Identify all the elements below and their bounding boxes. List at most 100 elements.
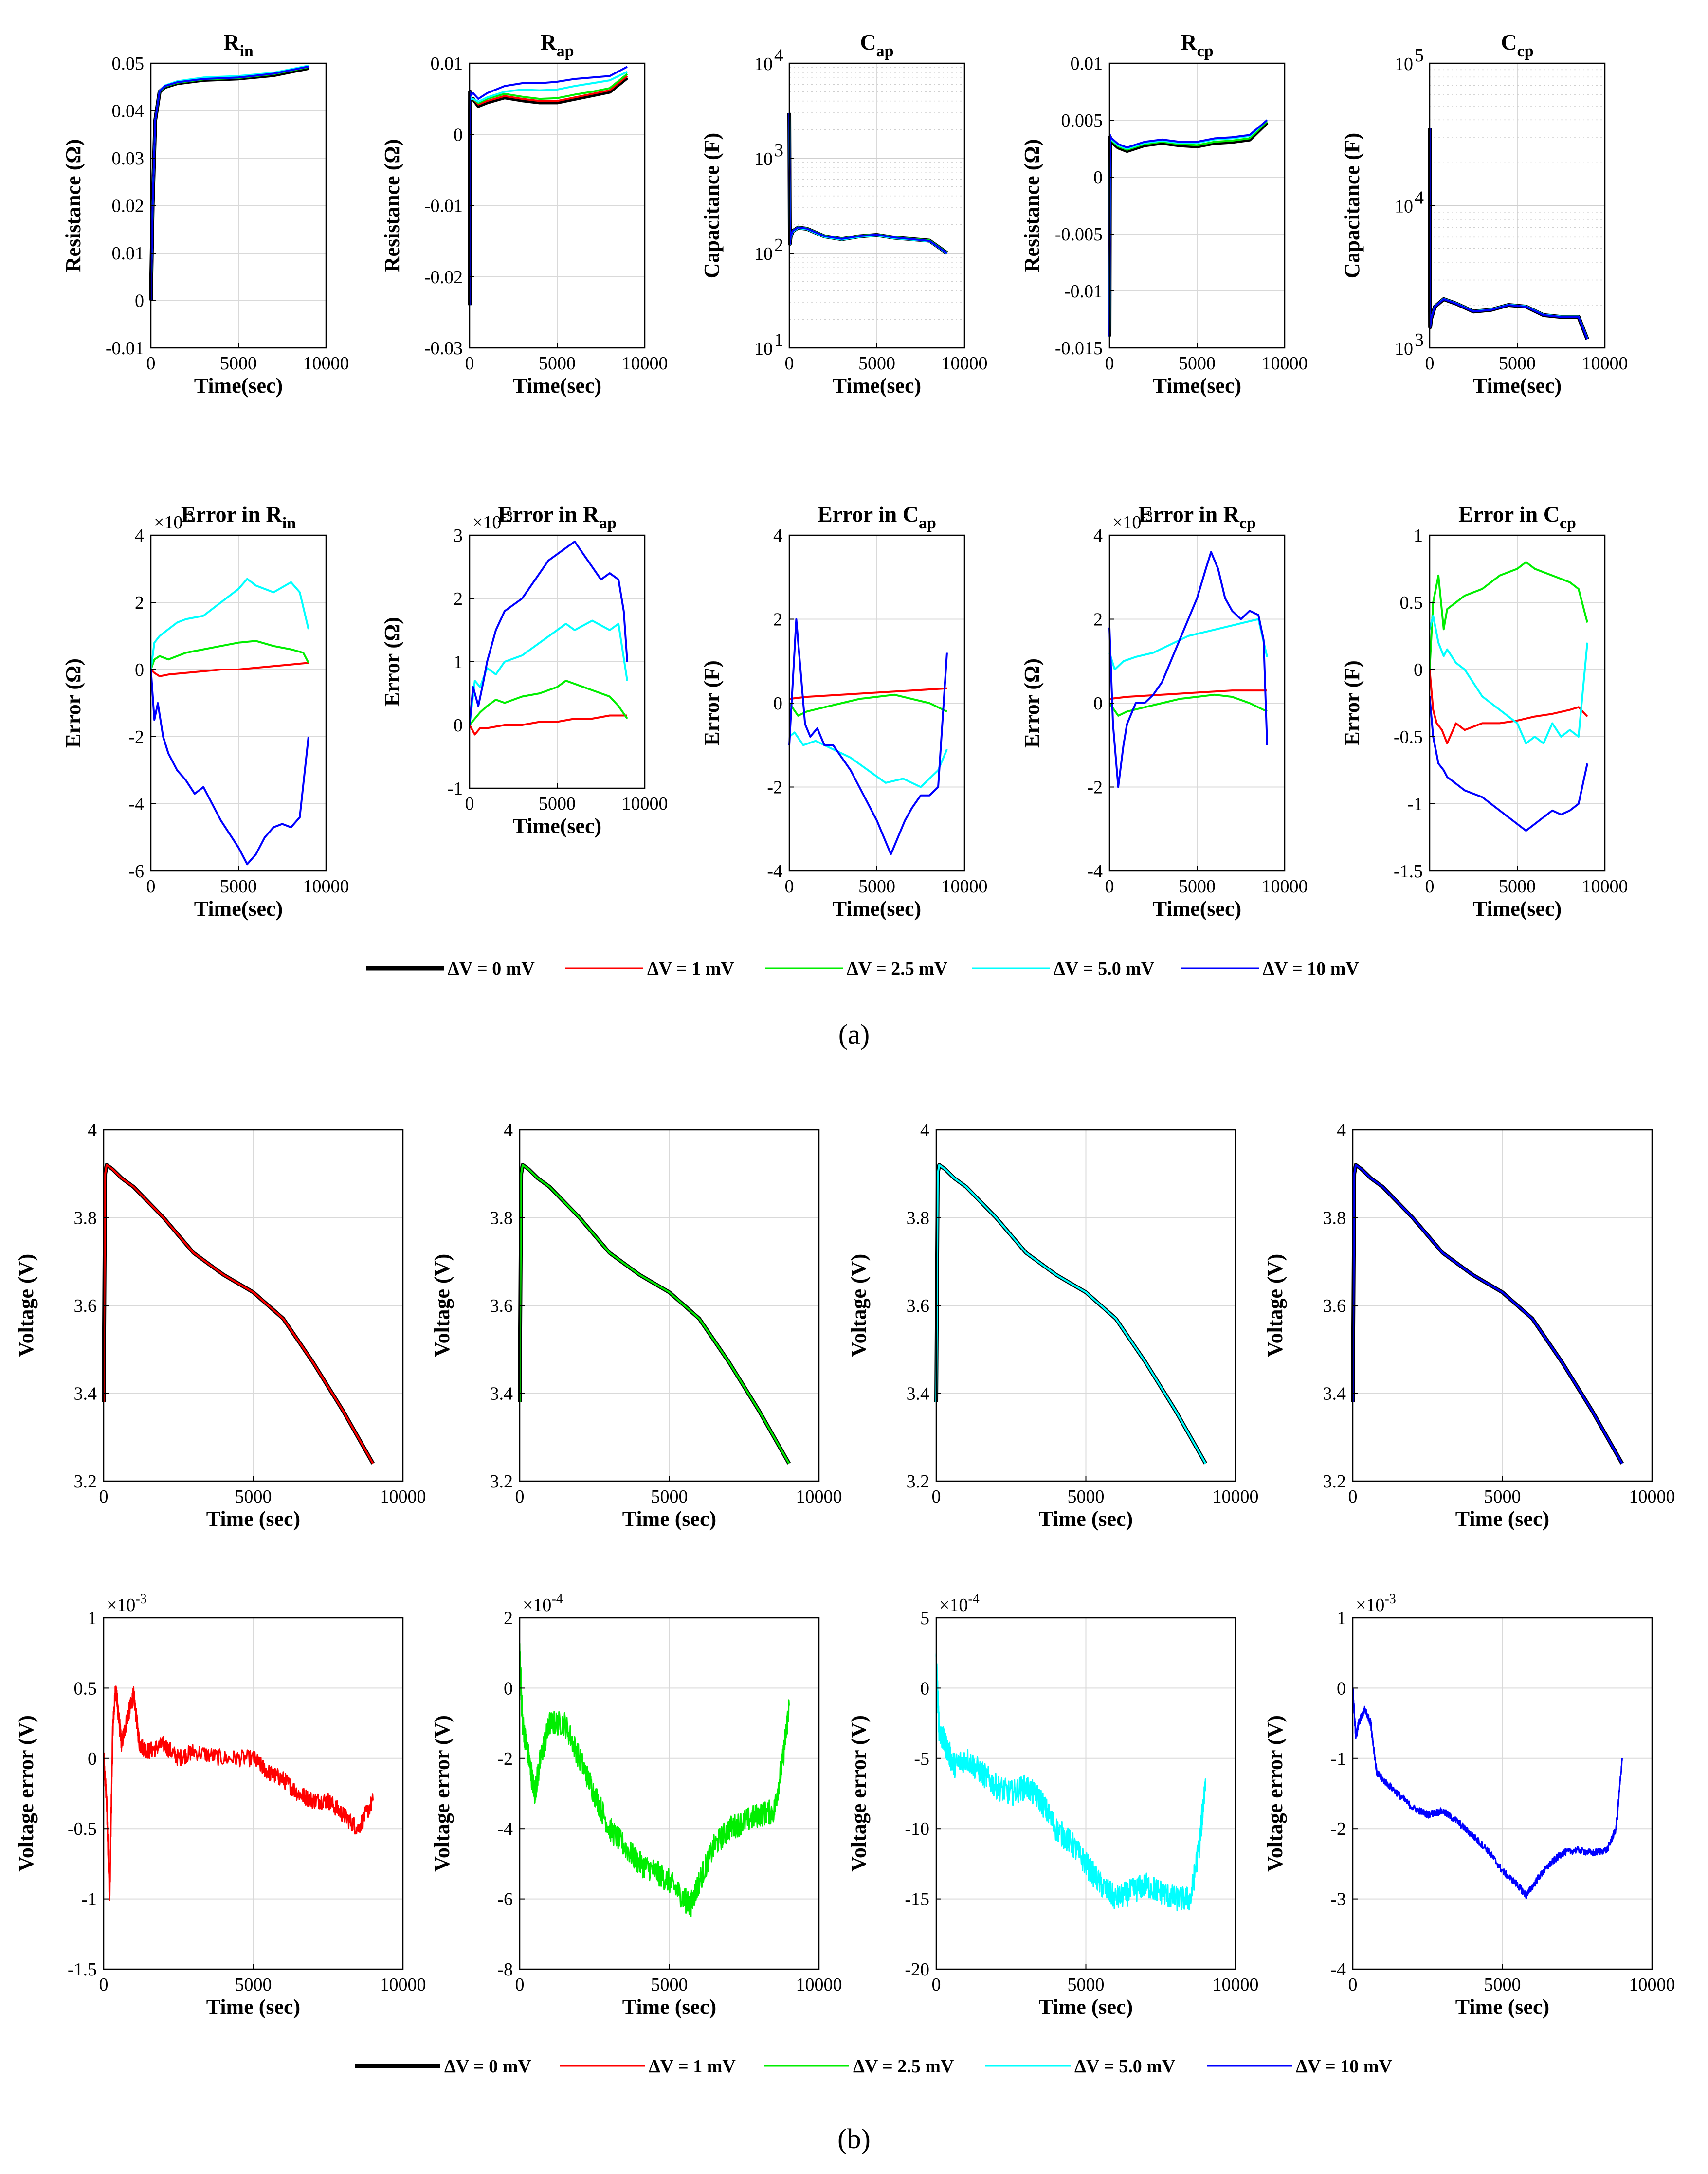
series-line-dv25: [1108, 693, 1268, 717]
y-axis-label: Voltage error (V): [1263, 1715, 1287, 1872]
chart-a4: 0 5000 10000 -0.015 -0.01 -0.005 0 0.005 0.01 Rcp…: [1020, 30, 1308, 398]
y-tick-label: -4: [1087, 861, 1103, 882]
grid: [1429, 535, 1605, 871]
x-tick-label: 10000: [622, 353, 668, 374]
x-tick-label: 5000: [1179, 353, 1216, 374]
y-axis-label: Voltage (V): [847, 1254, 871, 1357]
x-tick-label: 5000: [858, 353, 895, 374]
y-tick-label: 3.2: [490, 1471, 513, 1492]
y-axis-label: Error (F): [700, 660, 724, 746]
y-axis-label: Capacitance (F): [1340, 133, 1364, 278]
series-line-dv10: [1352, 1164, 1623, 1464]
x-axis-label: Time(sec): [1153, 374, 1241, 398]
y-tick-label: -1: [1330, 1749, 1346, 1769]
grid: [519, 1617, 819, 1970]
y-exponent-label: ×10-3: [107, 1592, 147, 1615]
series-line-dv10: [150, 65, 309, 301]
y-tick-label: -0.01: [1064, 281, 1103, 302]
x-tick-label: 10000: [1213, 1486, 1259, 1507]
y-axis-label: Error (F): [1340, 660, 1364, 746]
x-tick-label: 5000: [235, 1975, 272, 1995]
y-tick-label: 4: [773, 525, 782, 546]
y-exponent-label: ×10-3: [1356, 1592, 1396, 1615]
x-axis-label: Time(sec): [1473, 897, 1562, 921]
x-tick-label: 5000: [1484, 1975, 1521, 1995]
y-tick-label: 0.01: [1071, 54, 1103, 74]
x-tick-label: 5000: [651, 1486, 688, 1507]
x-tick-label: 10000: [942, 876, 988, 897]
grid: [103, 1617, 403, 1970]
y-tick-label: 3.4: [1323, 1384, 1346, 1404]
y-tick-label: -0.005: [1055, 224, 1103, 245]
x-tick-label: 10000: [796, 1975, 842, 1995]
x-axis-label: Time (sec): [1455, 1995, 1549, 2019]
y-tick-label: 2: [773, 610, 782, 630]
y-tick-label: -0.03: [424, 338, 463, 359]
series-line-dv10: [788, 112, 948, 254]
y-exponent-label: ×10-4: [523, 1592, 563, 1615]
chart-title: Error in Rin: [181, 502, 296, 532]
y-tick-label: 0: [920, 1678, 929, 1699]
y-tick-label: -6: [497, 1889, 513, 1910]
x-tick-label: 10000: [1582, 353, 1628, 374]
series-line-dv25: [150, 640, 309, 670]
chart-title: Error in Ccp: [1458, 502, 1576, 532]
x-tick-label: 0: [515, 1975, 525, 1995]
series-line-dv0: [1428, 128, 1589, 340]
x-axis-label: Time(sec): [194, 897, 283, 921]
x-tick-label: 5000: [1179, 876, 1216, 897]
series-line-dv0: [468, 76, 629, 306]
series-line-dv10: [1108, 551, 1268, 788]
y-tick-label: 5: [920, 1608, 929, 1629]
y-axis-label: Voltage error (V): [847, 1715, 871, 1872]
y-tick-label: 3.4: [490, 1384, 513, 1404]
y-tick-label: 4: [135, 525, 144, 546]
y-tick-label: 3: [454, 525, 463, 546]
y-tick-label: 0.5: [1400, 593, 1423, 613]
series-line-dv5: [1429, 128, 1588, 339]
legend-label-dv10: ΔV = 10 mV: [1263, 959, 1359, 979]
y-tick-exponent: 5: [1415, 45, 1424, 66]
series-line-dv1: [1109, 689, 1267, 700]
y-tick-label: 0: [135, 291, 144, 311]
x-tick-label: 0: [1425, 876, 1435, 897]
series-line-dv10: [150, 669, 309, 866]
x-tick-label: 0: [146, 876, 156, 897]
x-tick-label: 10000: [622, 794, 668, 814]
y-tick-label: -0.01: [106, 338, 144, 359]
grid: [469, 535, 645, 789]
y-tick-label: -0.015: [1055, 338, 1103, 359]
grid: [469, 63, 645, 348]
y-tick-label: 10: [754, 244, 773, 264]
series-line-dv10: [469, 541, 628, 725]
y-tick-label: -1: [81, 1889, 97, 1910]
legend-b: ΔV = 0 mV ΔV = 1 mV ΔV = 2.5 mV ΔV = 5.0 mV…: [355, 2056, 1392, 2077]
y-tick-label: 0.01: [112, 243, 145, 264]
y-tick-label: 0.05: [112, 54, 145, 74]
x-axis-label: Time (sec): [206, 1507, 300, 1531]
x-axis-label: Time (sec): [1039, 1995, 1133, 2019]
series-line-dv25: [519, 1164, 790, 1464]
y-tick-label: 0: [1337, 1678, 1346, 1699]
legend-a: ΔV = 0 mV ΔV = 1 mV ΔV = 2.5 mV ΔV = 5.0 mV…: [366, 959, 1359, 979]
subfigure-label-b: (b): [837, 2123, 871, 2155]
x-axis-label: Time(sec): [833, 374, 921, 398]
y-tick-exponent: 3: [1415, 330, 1424, 350]
x-tick-label: 0: [1105, 353, 1114, 374]
x-tick-label: 0: [1425, 353, 1435, 374]
series-line-dv1: [1429, 669, 1588, 744]
y-tick-label: -5: [914, 1749, 929, 1769]
y-tick-label: 10: [1395, 54, 1413, 74]
y-tick-label: -1: [1407, 794, 1423, 815]
series-line-dv5: [469, 619, 628, 725]
y-tick-label: 2: [504, 1608, 513, 1629]
y-tick-label: 0: [88, 1749, 97, 1769]
y-tick-label: 3.2: [1323, 1471, 1346, 1492]
x-tick-label: 5000: [1499, 876, 1536, 897]
chart-a8: 0 5000 10000 -4 -2 0 2 4 Error in Cap Time(sec) Er…: [700, 502, 988, 921]
x-tick-label: 10000: [796, 1486, 842, 1507]
y-tick-label: 2: [135, 593, 144, 613]
y-tick-label: 1: [1414, 525, 1423, 546]
